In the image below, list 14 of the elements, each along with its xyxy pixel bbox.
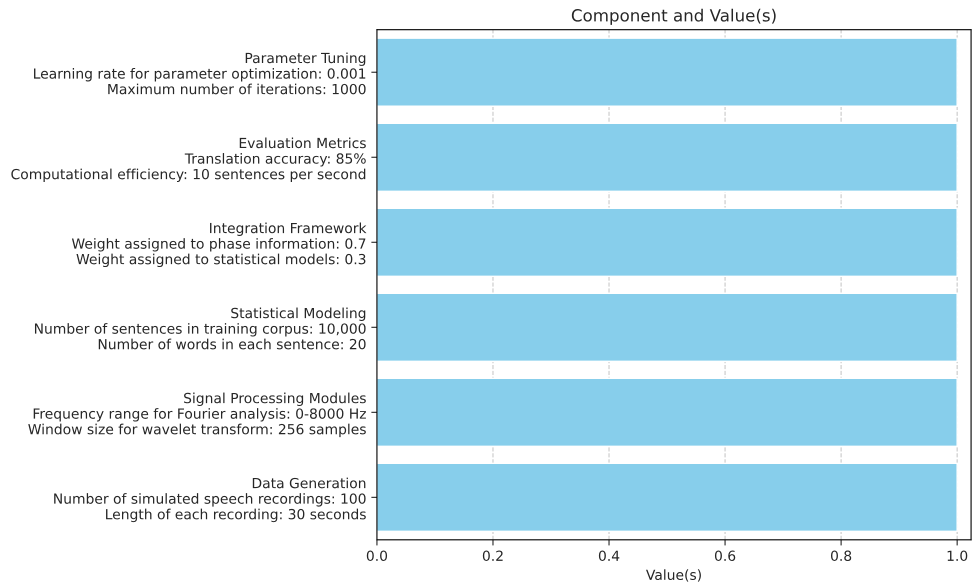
x-tick-label: 0.4	[598, 550, 620, 562]
x-tick-label: 0.0	[366, 550, 388, 562]
y-tick-label: Signal Processing Modules Frequency range for Fourier analysis: 0-8000 Hz Window size for wavelet transform: 256 samples	[28, 392, 366, 438]
y-tick-label: Data Generation Number of simulated speech recordings: 100 Length of each recording: 30 seconds	[54, 478, 366, 522]
x-tick-label: 0.2	[482, 550, 503, 562]
y-tick-label: Evaluation Metrics Translation accuracy: 85% Computational efficiency: 10 sentences per second	[11, 137, 366, 182]
chart-title: Component and Value(s)	[572, 8, 776, 25]
y-tick-label: Parameter Tuning Learning rate for parameter optimization: 0.001 Maximum number of iterations: 1000	[34, 52, 366, 94]
x-tick-label: 0.6	[714, 550, 736, 562]
y-tick-label: Integration Framework Weight assigned to phase information: 0.7 Weight assigned to statistical models: 0.3	[72, 222, 366, 268]
y-tick-label: Statistical Modeling Number of sentences in training corpus: 10,000 Number of words in each sentence: 20	[34, 308, 366, 350]
x-tick-label: 1.0	[948, 550, 968, 562]
x-axis-title: Value(s)	[646, 569, 701, 582]
x-tick-label: 0.8	[830, 550, 852, 562]
